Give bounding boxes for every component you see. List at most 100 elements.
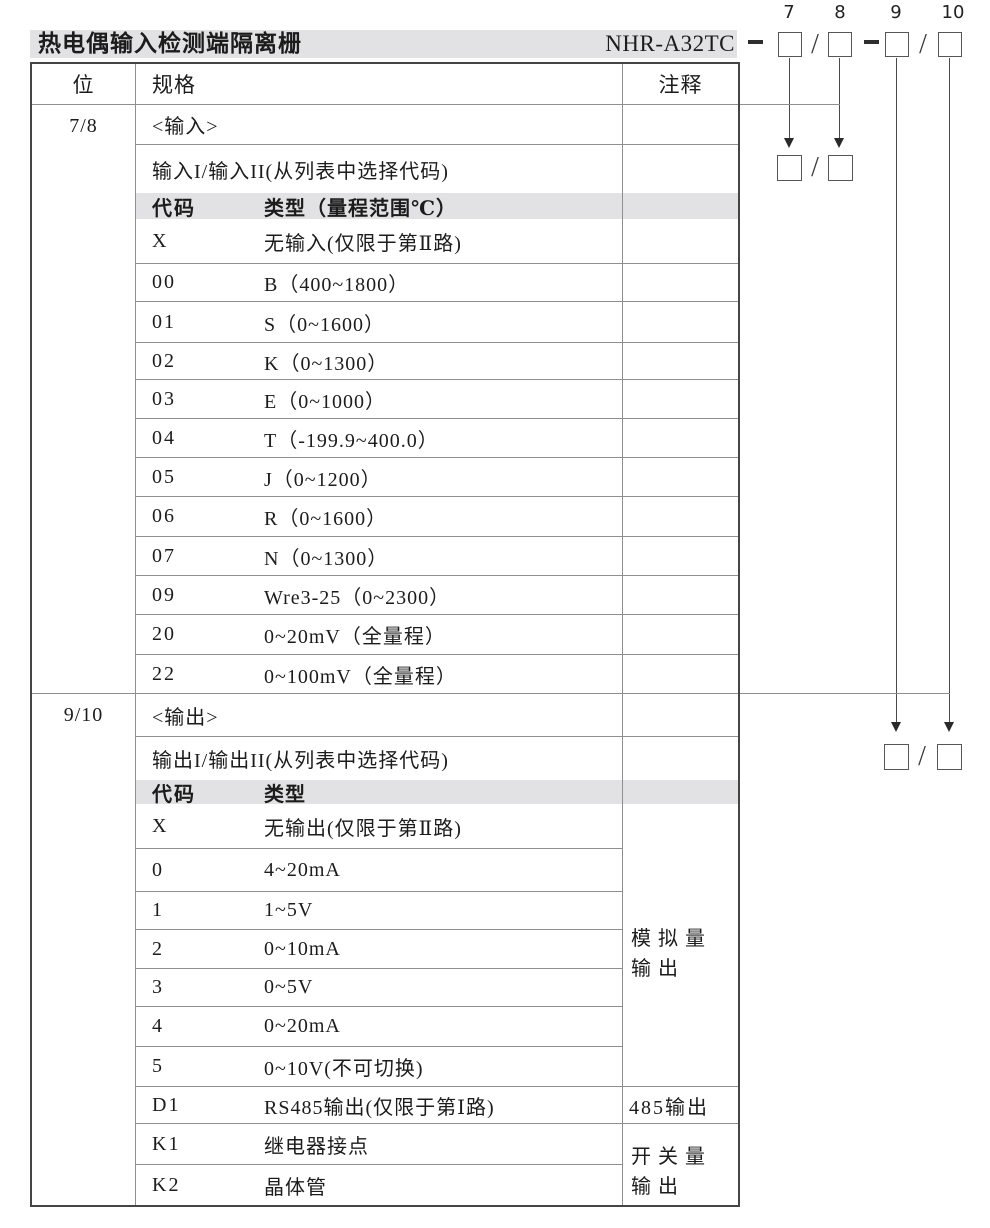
code-cell: 07 <box>152 544 176 567</box>
type-cell: E（0~1000） <box>264 390 387 413</box>
code-label: 代码 <box>152 197 196 220</box>
code-type-header-band <box>623 193 738 219</box>
spec-row-output-X: X 无输出(仅限于第Ⅱ路) <box>136 804 623 849</box>
spec-row-output-K1: K1 继电器接点 <box>136 1124 623 1165</box>
note-cell <box>623 302 738 343</box>
type-cell: 无输入(仅限于第Ⅱ路) <box>264 232 462 255</box>
note-cell <box>623 655 738 694</box>
code-type-header-output: 代码 类型 <box>136 780 623 806</box>
code-cell: 05 <box>152 465 176 488</box>
slash-separator: / <box>811 29 819 60</box>
code-cell: X <box>152 814 169 837</box>
slash-separator: / <box>919 29 927 60</box>
drop-line-7 <box>789 58 790 140</box>
type-cell: 晶体管 <box>264 1176 327 1199</box>
dash-separator <box>748 40 763 44</box>
code-cell: 4 <box>152 1015 164 1037</box>
spec-row-input-02: 02 K（0~1300） <box>136 343 623 380</box>
spec-row-input-06: 06 R（0~1600） <box>136 497 623 537</box>
title-bar: 热电偶输入检测端隔离栅 NHR-A32TC <box>30 30 737 58</box>
type-cell: RS485输出(仅限于第Ⅰ路) <box>264 1096 495 1119</box>
code-box-7 <box>778 32 802 57</box>
spec-row-output-K2: K2 晶体管 <box>136 1165 623 1205</box>
note-cell <box>623 219 738 264</box>
spec-row-input-00: 00 B（400~1800） <box>136 264 623 302</box>
drop-line-10 <box>949 58 950 722</box>
code-cell: 5 <box>152 1055 164 1077</box>
connector-line-910 <box>740 693 950 694</box>
type-cell: K（0~1300） <box>264 352 389 375</box>
spec-select-hint-input: 输入I/输入II(从列表中选择代码) <box>136 145 623 193</box>
select-box-7 <box>777 155 802 181</box>
note-cell <box>623 105 738 145</box>
code-cell: 00 <box>152 271 176 293</box>
drop-line-8 <box>839 58 840 140</box>
position-label-7: 7 <box>783 2 795 23</box>
spec-row-input-05: 05 J（0~1200） <box>136 458 623 497</box>
spec-row-output-4: 4 0~20mA <box>136 1007 623 1047</box>
section-pos-78: 7/8 <box>32 105 136 694</box>
code-box-8 <box>828 32 852 57</box>
code-cell: 03 <box>152 387 176 410</box>
spec-row-input-22: 22 0~100mV（全量程） <box>136 655 623 694</box>
code-cell: 20 <box>152 623 176 645</box>
section-pos-910: 9/10 <box>32 694 136 1205</box>
position-label-8: 8 <box>834 2 846 23</box>
type-cell: B（400~1800） <box>264 274 410 296</box>
code-cell: 22 <box>152 662 176 685</box>
page-title: 热电偶输入检测端隔离栅 <box>38 31 302 56</box>
note-cell <box>623 380 738 419</box>
type-cell: N（0~1300） <box>264 547 389 570</box>
spec-row-input-20: 20 0~20mV（全量程） <box>136 615 623 655</box>
type-cell: R（0~1600） <box>264 508 388 530</box>
spec-row-input-03: 03 E（0~1000） <box>136 380 623 419</box>
note-cell <box>623 419 738 458</box>
code-cell: X <box>152 229 169 252</box>
note-analog-output: 模拟量输出 <box>623 804 738 1087</box>
code-cell: 09 <box>152 583 176 606</box>
type-cell: 1~5V <box>264 899 314 921</box>
arrow-down-icon <box>891 722 901 732</box>
type-label: 类型 <box>264 783 306 806</box>
spec-row-output-2: 2 0~10mA <box>136 930 623 969</box>
note-text: 开关量输出 <box>631 1146 712 1198</box>
note-text: 模拟量输出 <box>631 928 712 980</box>
note-cell <box>623 737 738 780</box>
code-cell: 02 <box>152 349 176 372</box>
type-cell: 4~20mA <box>264 858 341 881</box>
code-type-header-band <box>623 780 738 804</box>
dash-separator <box>864 40 879 44</box>
type-cell: 0~10mA <box>264 937 341 960</box>
code-cell: 2 <box>152 937 164 960</box>
connector-line-78 <box>740 104 840 105</box>
type-cell: 0~100mV（全量程） <box>264 665 457 688</box>
code-cell: K1 <box>152 1132 181 1155</box>
model-code: NHR-A32TC <box>605 31 735 56</box>
spec-row-output-0: 0 4~20mA <box>136 849 623 892</box>
spec-select-hint-output: 输出I/输出II(从列表中选择代码) <box>136 737 623 780</box>
select-box-10 <box>937 744 962 770</box>
spec-row-input-09: 09 Wre3-25（0~2300） <box>136 576 623 615</box>
spec-row-output-5: 5 0~10V(不可切换) <box>136 1047 623 1087</box>
code-cell: 01 <box>152 310 176 333</box>
code-box-9 <box>885 32 909 57</box>
type-cell: S（0~1600） <box>264 313 385 336</box>
type-cell: 0~10V(不可切换) <box>264 1058 424 1080</box>
code-cell: 04 <box>152 426 176 449</box>
column-header-spec: 规格 <box>136 64 623 105</box>
type-cell: Wre3-25（0~2300） <box>264 586 451 609</box>
code-cell: D1 <box>152 1093 181 1116</box>
code-cell: 0 <box>152 858 164 881</box>
position-label-10: 10 <box>941 2 965 23</box>
type-cell: 0~5V <box>264 976 314 998</box>
code-cell: K2 <box>152 1173 181 1196</box>
select-box-8 <box>828 155 853 181</box>
drop-line-9 <box>896 58 897 722</box>
spec-row-input-X: X 无输入(仅限于第Ⅱ路) <box>136 219 623 264</box>
note-rs485-output: 485输出 <box>623 1087 738 1124</box>
ordering-table: 位 规格 注释 7/8 <输入> 输入I/输入II(从列表中选择代码) 代码 类… <box>30 62 740 1207</box>
code-box-10 <box>938 32 962 57</box>
type-cell: 0~20mV（全量程） <box>264 626 446 648</box>
column-header-pos: 位 <box>32 64 136 105</box>
